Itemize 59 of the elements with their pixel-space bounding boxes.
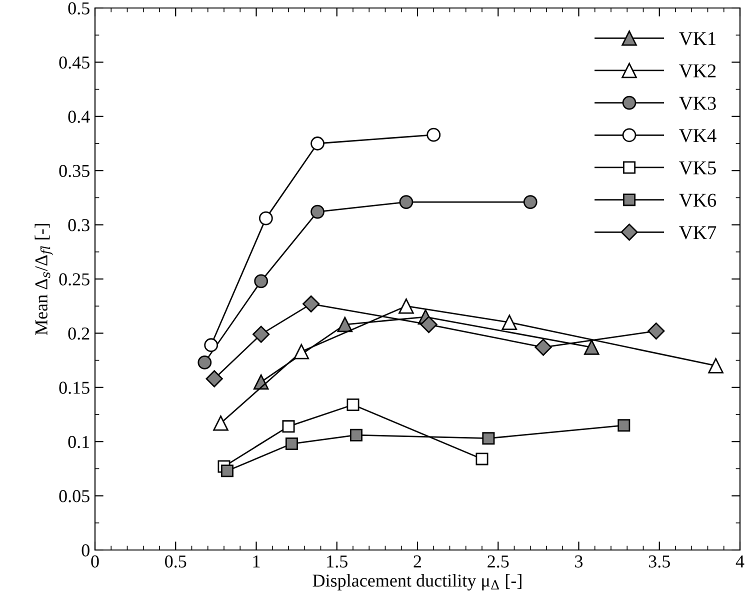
x-tick-label: 2.5 (488, 555, 509, 568)
legend-label: VK5 (679, 162, 716, 175)
y-axis-title: Mean Δ$_{s}$/Δ$_{fl}$ [-] (34, 224, 53, 335)
point (220, 464, 234, 478)
point (285, 438, 298, 450)
y-tick-label: 0.45 (59, 56, 90, 69)
x-tick-label: 0 (91, 555, 99, 568)
point (420, 316, 438, 334)
point (523, 195, 538, 209)
legend-label: VK1 (679, 32, 716, 46)
legend-label: VK2 (679, 64, 716, 78)
y-tick-label: 0.05 (59, 490, 90, 502)
point (346, 398, 360, 411)
x-tick-label: 3 (575, 555, 583, 568)
point (426, 128, 441, 142)
point (310, 136, 324, 150)
legend-label: VK4 (679, 129, 716, 142)
y-tick-label: 0.3 (68, 219, 90, 232)
point (398, 298, 414, 314)
point (534, 338, 552, 356)
y-tick-label: 0.25 (59, 273, 90, 286)
legend-label: VK7 (679, 226, 716, 240)
point (708, 358, 724, 374)
x-axis-title: Displacement ductility μ$_{Δ}$ [-] (312, 574, 522, 590)
legend-label: VK3 (679, 96, 716, 110)
point (502, 314, 518, 330)
point (648, 322, 665, 340)
point (302, 295, 320, 312)
point (310, 204, 324, 219)
point (482, 432, 495, 445)
point (258, 211, 273, 226)
y-tick-label: 0 (82, 544, 90, 556)
y-tick-label: 0.1 (68, 436, 90, 448)
legend-label: VK6 (679, 194, 716, 207)
point (254, 274, 268, 288)
x-tick-label: 2 (414, 555, 422, 568)
point (337, 316, 353, 332)
point (584, 340, 600, 355)
x-tick-label: 4 (736, 556, 744, 568)
point (476, 452, 488, 466)
point (399, 195, 414, 209)
x-tick-label: 3.5 (648, 555, 670, 568)
x-tick-label: 0.5 (165, 555, 186, 568)
point (206, 370, 223, 388)
y-tick-label: 0.5 (68, 2, 90, 15)
point (252, 326, 270, 343)
x-tick-label: 1 (253, 555, 260, 568)
point (198, 356, 212, 370)
point (350, 428, 362, 442)
y-tick-label: 0.4 (68, 110, 90, 123)
x-tick-label: 1.5 (327, 555, 348, 568)
y-tick-label: 0.2 (68, 327, 90, 340)
point (204, 338, 218, 352)
point (282, 420, 295, 433)
y-tick-label: 0.15 (59, 382, 90, 394)
point (618, 419, 630, 432)
point (294, 344, 310, 360)
point (213, 416, 228, 431)
y-tick-label: 0.35 (59, 164, 90, 178)
